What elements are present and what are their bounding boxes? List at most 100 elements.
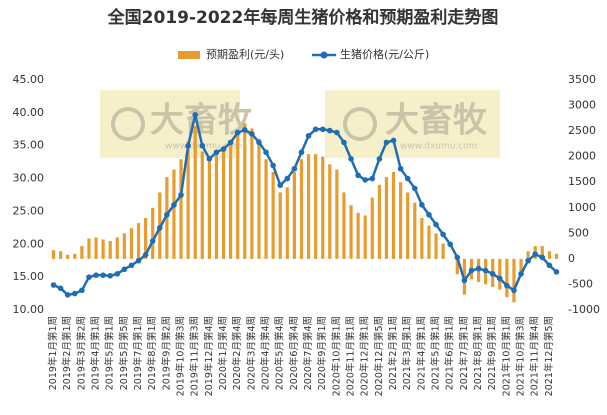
bar — [129, 228, 134, 259]
watermark-url: www.dxumu.com — [400, 142, 477, 152]
price-marker — [206, 156, 213, 162]
price-marker — [284, 175, 291, 182]
price-marker — [93, 272, 99, 278]
price-marker — [71, 290, 78, 297]
price-marker — [369, 175, 376, 182]
legend-swatch — [178, 51, 200, 59]
price-marker — [326, 127, 333, 134]
y-tick-label: 20.00 — [13, 237, 45, 250]
x-tick-label: 2019年5月第5周 — [118, 316, 130, 390]
legend-swatch — [320, 51, 328, 59]
price-marker — [142, 252, 149, 258]
price-marker — [128, 262, 135, 269]
chart-title: 全国2019-2022年每周生猪价格和预期盈利走势图 — [107, 7, 499, 28]
bar — [377, 184, 381, 259]
x-tick-label: 2020年5月第4周 — [274, 316, 286, 390]
y2-tick-label: -500 — [568, 277, 593, 290]
bar — [306, 154, 311, 259]
price-marker — [256, 139, 262, 146]
bar — [136, 223, 141, 259]
bar — [427, 225, 431, 259]
bar — [314, 154, 318, 259]
bar — [399, 182, 403, 259]
bar — [349, 205, 353, 259]
price-marker — [489, 271, 496, 277]
bar — [108, 241, 112, 259]
price-marker — [263, 149, 269, 156]
price-marker — [249, 131, 255, 137]
bar — [264, 159, 268, 259]
bar — [59, 251, 63, 259]
price-marker — [121, 266, 128, 273]
bar — [250, 128, 254, 259]
price-marker — [383, 139, 390, 146]
price-marker — [525, 257, 531, 264]
price-marker — [546, 262, 553, 269]
bar — [80, 246, 84, 259]
x-tick-label: 2021年8月第1周 — [472, 316, 484, 390]
bar — [165, 177, 169, 259]
price-marker — [164, 211, 170, 218]
price-marker — [440, 231, 446, 238]
bar — [144, 218, 148, 259]
price-marker — [298, 149, 305, 156]
price-marker — [397, 165, 404, 172]
x-tick-label: 2021年10月第3周 — [515, 316, 527, 396]
price-marker — [64, 292, 71, 298]
bar — [512, 258, 516, 303]
bar — [406, 192, 410, 259]
bar — [434, 233, 438, 259]
x-tick-label: 2020年3月第4周 — [245, 316, 257, 390]
bar — [87, 238, 91, 259]
bar — [207, 161, 211, 259]
x-tick-label: 2021年12月第5周 — [543, 316, 555, 396]
bar — [214, 154, 219, 259]
price-marker — [149, 238, 156, 244]
price-marker — [341, 139, 347, 146]
x-tick-label: 2019年4月第1周 — [90, 316, 102, 390]
x-tick-label: 2020年1月第4周 — [217, 316, 229, 390]
x-tick-label: 2019年7月第1周 — [132, 316, 144, 390]
y-tick-label: 15.00 — [13, 270, 45, 283]
bar — [236, 131, 240, 259]
price-marker — [355, 172, 361, 179]
price-marker — [277, 182, 284, 188]
bar — [186, 141, 190, 259]
price-marker — [461, 277, 468, 284]
x-tick-label: 2021年7月第1周 — [458, 316, 470, 390]
x-tick-label: 2019年3月第2周 — [75, 316, 87, 390]
price-marker — [241, 127, 248, 133]
bar — [73, 253, 77, 259]
x-tick-label: 2019年8月第1周 — [146, 316, 158, 390]
watermark: 大畜牧 www.dxumu.com 大畜牧 www.dxumu.com — [100, 90, 500, 158]
bar — [66, 254, 70, 259]
price-marker — [156, 225, 163, 231]
price-marker — [270, 162, 276, 169]
bar — [122, 233, 126, 259]
y2-tick-label: 1000 — [568, 201, 596, 214]
price-marker — [504, 282, 510, 289]
price-marker — [511, 287, 517, 294]
y-tick-label: 25.00 — [13, 204, 45, 217]
price-marker — [376, 156, 383, 162]
x-tick-label: 2020年4月第4周 — [260, 316, 272, 390]
bar — [554, 253, 559, 259]
x-tick-label: 2021年10月第1周 — [500, 316, 512, 396]
bar — [51, 250, 56, 259]
price-marker — [468, 267, 475, 274]
price-marker — [100, 272, 106, 278]
watermark-logo — [111, 107, 145, 141]
bar — [321, 156, 325, 259]
price-marker — [482, 267, 489, 274]
price-marker — [475, 265, 482, 272]
price-marker — [362, 177, 369, 183]
bar — [413, 202, 417, 259]
bar — [221, 149, 226, 259]
x-tick-label: 2021年6月第1周 — [444, 316, 456, 390]
x-tick-label: 2019年11月第3周 — [189, 316, 201, 396]
bar — [299, 159, 304, 259]
price-marker — [227, 139, 234, 146]
x-tick-label: 2021年3月第1周 — [401, 316, 413, 390]
x-tick-label: 2020年10月第1周 — [330, 316, 342, 396]
bar — [335, 169, 339, 259]
